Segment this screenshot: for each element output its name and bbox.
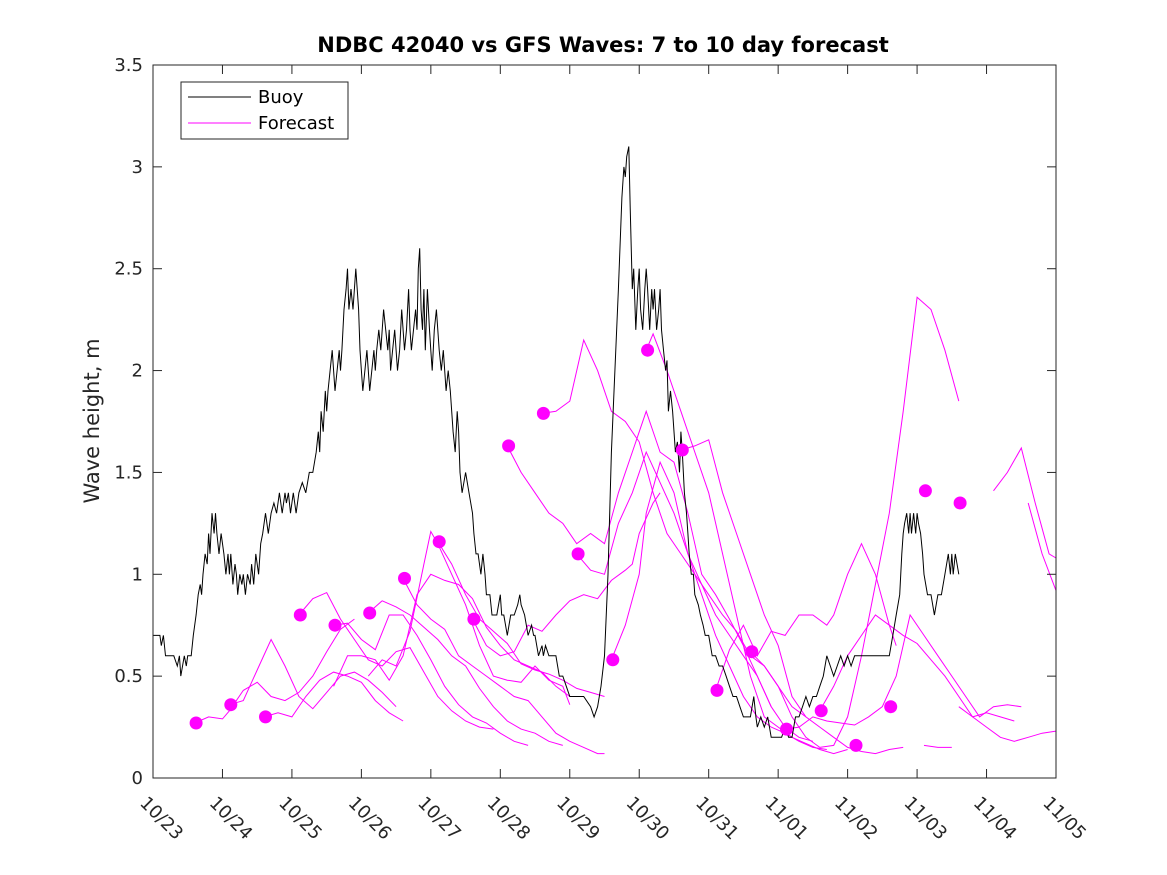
forecast-series-line xyxy=(680,439,904,755)
forecast-marker xyxy=(710,683,724,697)
axes-background xyxy=(153,65,1056,778)
forecast-series-line xyxy=(993,446,1057,559)
forecast-marker xyxy=(502,439,516,453)
legend-label-buoy: Buoy xyxy=(258,87,304,108)
forecast-series-line xyxy=(298,591,494,730)
forecast-series-line xyxy=(785,613,1022,730)
forecast-marker xyxy=(953,496,967,510)
forecast-marker xyxy=(432,535,446,549)
forecast-series-line xyxy=(645,332,848,755)
plot-area xyxy=(152,64,1057,779)
forecast-marker xyxy=(675,443,689,457)
chart-title: NDBC 42040 vs GFS Waves: 7 to 10 day for… xyxy=(317,33,888,57)
forecast-marker xyxy=(849,738,863,752)
forecast-series-line xyxy=(715,542,897,691)
y-tick-label: 3.5 xyxy=(114,55,143,76)
y-tick-label: 0.5 xyxy=(114,666,143,687)
forecast-series-line xyxy=(610,460,814,742)
forecast-series-line xyxy=(819,614,1015,722)
forecast-series-line xyxy=(333,614,529,746)
legend-label-forecast: Forecast xyxy=(258,113,334,134)
forecast-marker xyxy=(745,645,759,659)
axes-box xyxy=(152,64,1057,779)
forecast-marker xyxy=(641,343,655,357)
forecast-series-line xyxy=(194,618,355,724)
legend: Buoy Forecast xyxy=(180,81,349,140)
forecast-marker xyxy=(398,571,411,585)
legend-box xyxy=(180,81,349,140)
forecast-series-line xyxy=(506,409,772,707)
forecast-series-line xyxy=(472,492,661,657)
forecast-marker xyxy=(467,612,481,626)
y-tick-label: 0 xyxy=(132,768,143,789)
y-tick-label: 2 xyxy=(132,361,143,382)
forecast-lines xyxy=(194,296,1057,755)
forecast-series-line xyxy=(263,671,404,722)
y-tick-label: 3 xyxy=(132,157,143,178)
forecast-series-line xyxy=(437,541,605,697)
forecast-marker xyxy=(884,700,898,714)
forecast-marker xyxy=(814,704,828,718)
y-tick-label: 1.5 xyxy=(114,462,143,483)
forecast-marker xyxy=(536,406,550,420)
forecast-marker xyxy=(918,484,932,498)
y-tick-label: 2.5 xyxy=(114,259,143,280)
forecast-marker xyxy=(571,547,585,561)
forecast-marker xyxy=(606,653,620,667)
forecast-series-line xyxy=(367,530,571,705)
forecast-series-line xyxy=(367,600,563,746)
y-axis-label: Wave height, m xyxy=(80,338,104,503)
forecast-marker xyxy=(293,608,307,622)
forecast-marker xyxy=(189,716,203,730)
forecast-marker xyxy=(224,698,238,712)
forecast-marker xyxy=(363,606,377,620)
forecast-series-line xyxy=(958,706,1057,742)
y-axis: 0 0.5 1 1.5 2 2.5 3 3.5 xyxy=(114,55,1056,789)
forecast-series-line xyxy=(750,296,960,748)
forecast-series-line xyxy=(402,578,605,755)
forecast-marker xyxy=(259,710,272,724)
forecast-series-line xyxy=(1027,502,1057,591)
forecast-series-line xyxy=(333,573,571,697)
y-tick-label: 1 xyxy=(132,564,143,585)
forecast-marker xyxy=(780,722,793,736)
forecast-marker xyxy=(328,618,342,632)
forecast-series-line xyxy=(229,638,397,710)
forecast-markers xyxy=(189,343,967,752)
forecast-series-line xyxy=(923,744,952,748)
